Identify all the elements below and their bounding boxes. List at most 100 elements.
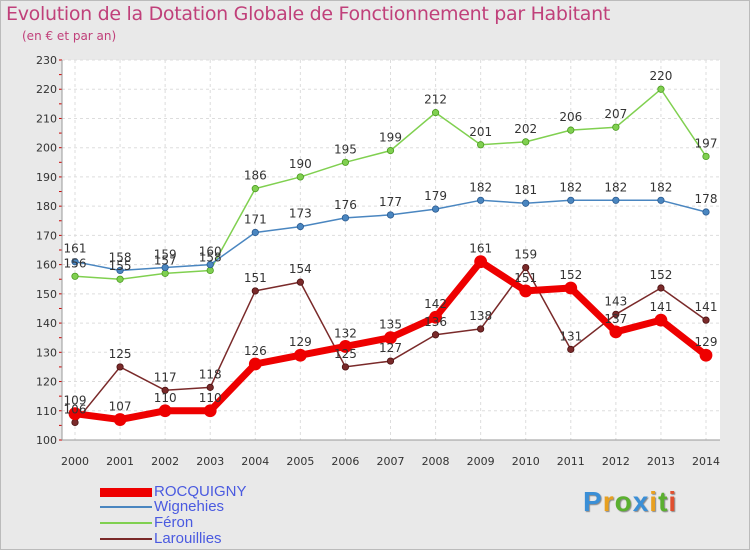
data-point-larouillies bbox=[702, 316, 710, 324]
data-point-wignehies bbox=[206, 261, 214, 269]
data-point-larouillies bbox=[567, 345, 575, 353]
data-label-larouillies: 154 bbox=[289, 262, 312, 276]
data-point-feron bbox=[702, 152, 710, 161]
data-point-wignehies bbox=[567, 196, 575, 204]
legend-item-feron: Féron bbox=[100, 515, 400, 531]
data-point-feron bbox=[116, 275, 124, 283]
plot-area bbox=[62, 60, 720, 440]
data-point-wignehies bbox=[702, 208, 710, 216]
data-point-rocquigny bbox=[474, 255, 488, 269]
data-point-feron bbox=[522, 138, 530, 146]
y-tick-label: 160 bbox=[36, 259, 57, 272]
legend-label-feron: Féron bbox=[154, 514, 194, 531]
data-label-rocquigny: 132 bbox=[334, 326, 357, 340]
data-label-feron: 195 bbox=[334, 142, 357, 156]
legend-swatch-feron bbox=[100, 522, 152, 524]
data-point-larouillies bbox=[657, 284, 665, 292]
data-label-wignehies: 158 bbox=[109, 250, 132, 264]
data-label-wignehies: 178 bbox=[695, 192, 718, 206]
data-point-wignehies bbox=[116, 266, 124, 275]
data-point-rocquigny bbox=[339, 340, 352, 353]
data-label-feron: 212 bbox=[424, 93, 447, 107]
data-point-larouillies bbox=[116, 363, 124, 371]
y-tick-label: 140 bbox=[36, 317, 57, 330]
data-label-larouillies: 159 bbox=[514, 248, 537, 262]
data-point-rocquigny bbox=[384, 331, 397, 345]
data-label-wignehies: 182 bbox=[604, 180, 627, 194]
logo-letter: x bbox=[632, 486, 650, 517]
data-point-wignehies bbox=[657, 196, 665, 204]
data-point-wignehies bbox=[386, 211, 395, 219]
data-label-larouillies: 151 bbox=[244, 271, 267, 285]
chart-subtitle: (en € et par an) bbox=[22, 29, 117, 43]
data-point-wignehies bbox=[161, 263, 169, 272]
data-point-rocquigny bbox=[564, 281, 578, 295]
data-label-wignehies: 171 bbox=[244, 212, 267, 226]
data-point-feron bbox=[431, 109, 440, 117]
x-tick-label: 2010 bbox=[512, 455, 540, 468]
y-tick-label: 120 bbox=[36, 376, 57, 389]
data-label-rocquigny: 107 bbox=[109, 400, 132, 414]
data-point-larouillies bbox=[296, 278, 304, 286]
data-point-wignehies bbox=[477, 196, 485, 204]
x-tick-label: 2005 bbox=[286, 455, 314, 468]
x-tick-label: 2008 bbox=[422, 455, 450, 468]
data-label-wignehies: 173 bbox=[289, 207, 312, 221]
data-point-larouillies bbox=[161, 386, 169, 394]
data-label-feron: 158 bbox=[199, 250, 222, 264]
data-point-larouillies bbox=[386, 357, 395, 365]
data-point-feron bbox=[296, 173, 304, 181]
logo-letter: r bbox=[602, 486, 615, 517]
data-point-feron bbox=[567, 126, 575, 134]
data-point-wignehies bbox=[251, 228, 259, 237]
legend-item-larouillies: Larouillies bbox=[100, 531, 400, 547]
data-label-feron: 206 bbox=[559, 110, 582, 124]
data-point-wignehies bbox=[612, 196, 620, 204]
x-tick-label: 2001 bbox=[106, 455, 134, 468]
data-label-feron: 190 bbox=[289, 157, 312, 171]
data-point-feron bbox=[251, 185, 259, 193]
data-point-feron bbox=[612, 123, 620, 131]
y-tick-label: 180 bbox=[36, 200, 57, 213]
data-label-wignehies: 160 bbox=[199, 245, 222, 259]
legend-swatch-wignehies bbox=[100, 506, 152, 508]
data-label-larouillies: 131 bbox=[559, 329, 582, 343]
data-label-feron: 207 bbox=[604, 107, 627, 121]
data-label-larouillies: 118 bbox=[199, 367, 222, 381]
data-label-rocquigny: 142 bbox=[424, 297, 447, 311]
data-label-wignehies: 182 bbox=[469, 180, 492, 194]
logo-letter: i bbox=[649, 486, 659, 517]
series-group bbox=[68, 85, 713, 427]
y-tick-label: 210 bbox=[36, 112, 57, 125]
legend-item-wignehies: Wignehies bbox=[100, 499, 400, 515]
x-tick-label: 2012 bbox=[602, 455, 630, 468]
data-label-rocquigny: 137 bbox=[604, 312, 627, 326]
data-point-wignehies bbox=[296, 223, 304, 231]
data-label-larouillies: 117 bbox=[154, 370, 177, 384]
data-label-rocquigny: 109 bbox=[64, 394, 87, 408]
data-point-rocquigny bbox=[248, 357, 262, 371]
data-label-feron: 186 bbox=[244, 169, 267, 183]
data-point-rocquigny bbox=[609, 325, 623, 339]
x-tick-label: 2004 bbox=[241, 455, 269, 468]
data-labels: 109 107 110 110 126 129 132 135 142 161 151 152 137 1… bbox=[64, 69, 718, 416]
logo-letter: o bbox=[614, 486, 633, 517]
data-point-wignehies bbox=[341, 214, 350, 222]
y-tick-label: 150 bbox=[36, 288, 57, 301]
y-tick-label: 200 bbox=[36, 142, 57, 155]
y-tick-label: 130 bbox=[36, 346, 57, 359]
x-tick-label: 2014 bbox=[692, 455, 720, 468]
logo-letter: t bbox=[658, 486, 669, 517]
data-point-wignehies bbox=[71, 258, 79, 266]
data-label-rocquigny: 135 bbox=[379, 318, 402, 332]
data-point-feron bbox=[386, 147, 395, 155]
data-point-rocquigny bbox=[429, 310, 442, 324]
data-point-rocquigny bbox=[654, 313, 668, 327]
y-tick-label: 110 bbox=[36, 405, 57, 418]
x-tick-label: 2007 bbox=[377, 455, 405, 468]
data-label-wignehies: 182 bbox=[649, 180, 672, 194]
data-label-feron: 220 bbox=[649, 69, 672, 83]
legend-swatch-rocquigny bbox=[100, 488, 152, 497]
x-tick-label: 2002 bbox=[151, 455, 179, 468]
